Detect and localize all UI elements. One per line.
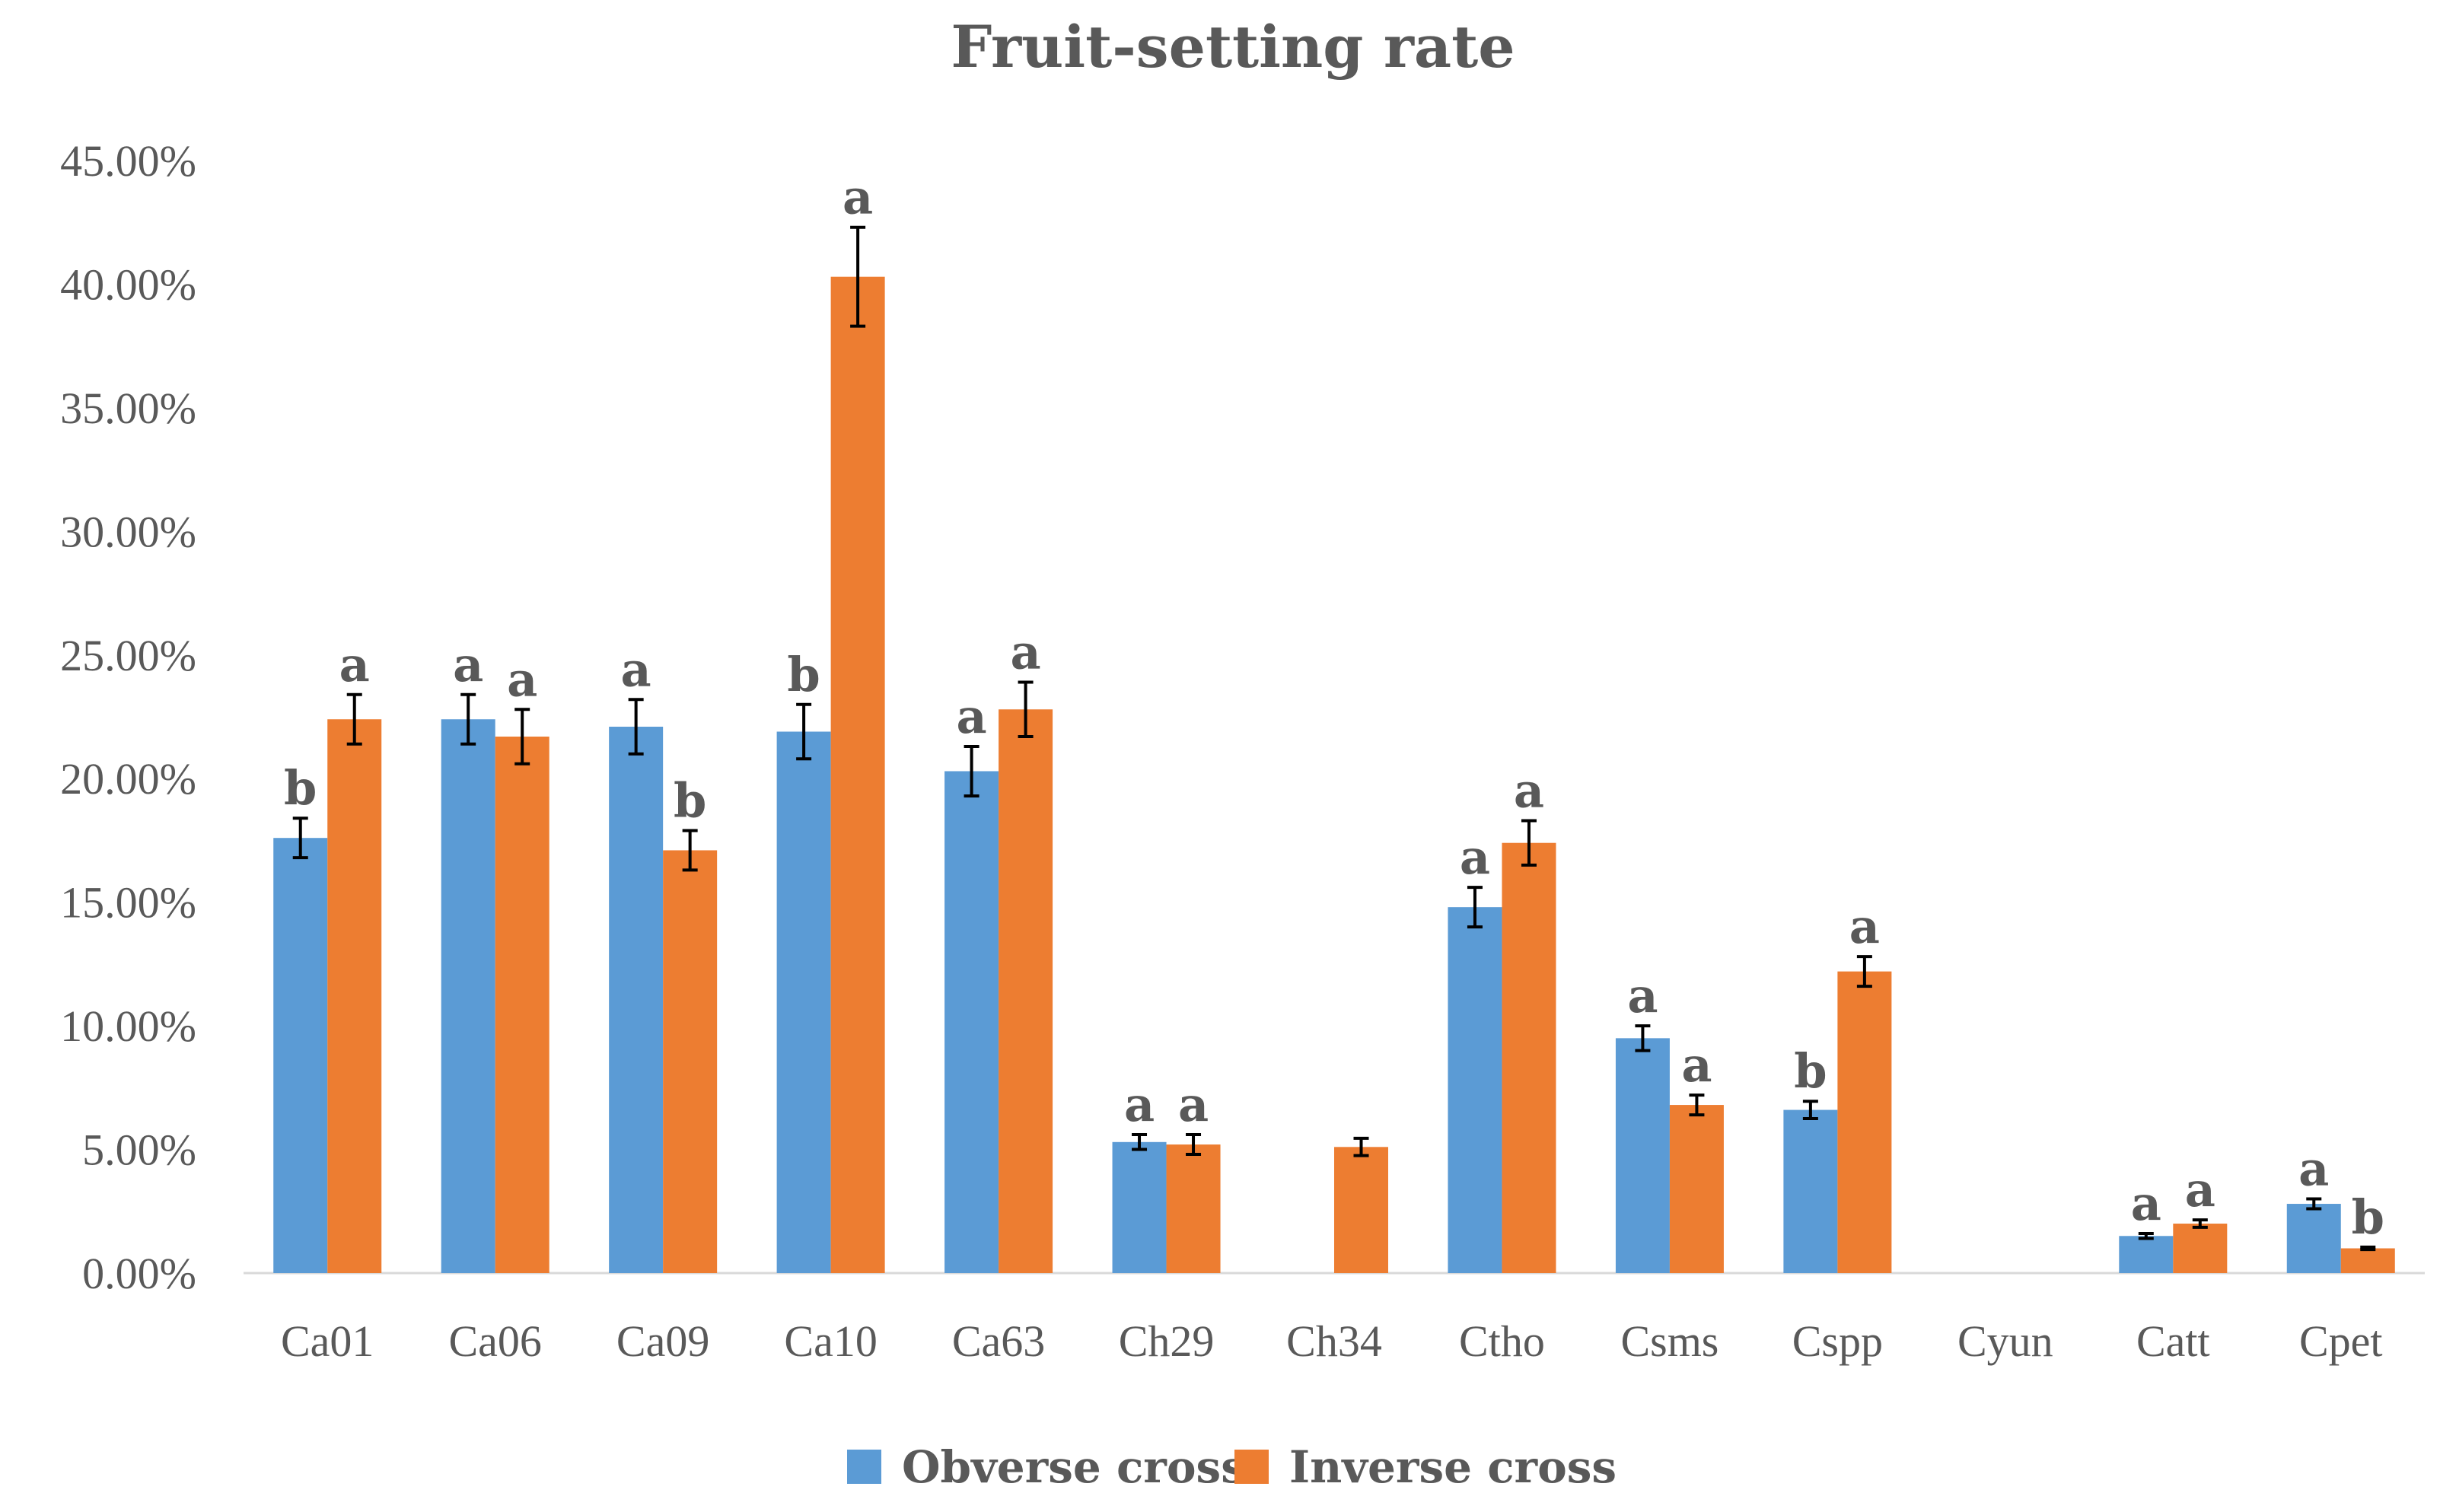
y-tick-label: 40.00% [60, 259, 196, 309]
y-tick-label: 20.00% [60, 754, 196, 804]
x-tick-label: Ca10 [784, 1316, 877, 1366]
chart-title: Fruit-setting rate [951, 13, 1515, 81]
y-tick-label: 45.00% [60, 136, 196, 186]
x-tick-label: Cyun [1957, 1316, 2053, 1366]
significance-label: a [507, 651, 537, 707]
bar-inverse-Catt [2173, 1224, 2228, 1273]
significance-label: a [1849, 899, 1880, 954]
bar-inverse-Cspp [1837, 971, 1892, 1273]
y-tick-label: 0.00% [82, 1249, 196, 1298]
significance-label: a [1010, 625, 1040, 680]
bar-obverse-Cpet [2286, 1204, 2341, 1273]
significance-label: a [1178, 1077, 1209, 1132]
bar-inverse-Ch29 [1166, 1144, 1221, 1273]
significance-label: a [1460, 829, 1490, 885]
y-tick-label: 35.00% [60, 384, 196, 433]
bar-obverse-Csms [1615, 1038, 1670, 1273]
bar-obverse-Catt [2119, 1236, 2174, 1273]
bar-inverse-Ctho [1502, 842, 1556, 1273]
significance-label: a [2185, 1162, 2215, 1218]
bar-inverse-Ca63 [999, 709, 1053, 1273]
bar-inverse-Csms [1669, 1105, 1724, 1273]
bar-inverse-Ca01 [327, 719, 382, 1273]
significance-label: b [787, 647, 820, 702]
bar-obverse-Ca63 [944, 771, 999, 1273]
x-tick-label: Ctho [1459, 1316, 1545, 1366]
bar-obverse-Ca06 [441, 719, 495, 1273]
y-tick-label: 5.00% [82, 1125, 196, 1175]
y-tick-label: 10.00% [60, 1001, 196, 1051]
bar-obverse-Ctho [1448, 907, 1502, 1273]
significance-label: b [1794, 1043, 1827, 1099]
legend-swatch-inverse [1234, 1450, 1269, 1484]
x-tick-label: Ch29 [1119, 1316, 1215, 1366]
significance-label: a [2131, 1176, 2161, 1231]
x-tick-label: Cpet [2299, 1316, 2383, 1366]
significance-label: a [1627, 968, 1658, 1023]
y-axis: 0.00% 5.00% 10.00% 15.00% 20.00% 25.00% 30.00%… [60, 136, 196, 1298]
bar-obverse-Ca01 [273, 838, 328, 1273]
x-tick-label: Ca09 [616, 1316, 709, 1366]
y-tick-label: 30.00% [60, 507, 196, 556]
x-tick-label: Csms [1620, 1316, 1719, 1366]
legend-label-obverse: Obverse cross [902, 1441, 1246, 1493]
legend: Obverse cross Inverse cross [847, 1441, 1617, 1493]
significance-label: a [1124, 1077, 1155, 1132]
x-tick-label: Catt [2136, 1316, 2210, 1366]
significance-label: a [2298, 1141, 2329, 1197]
bar-inverse-Ca10 [830, 276, 885, 1274]
significance-label: b [2352, 1189, 2384, 1245]
x-tick-label: Ca06 [448, 1316, 541, 1366]
significance-label: a [453, 637, 483, 692]
x-tick-label: Ca01 [281, 1316, 374, 1366]
x-tick-label: Ca63 [952, 1316, 1045, 1366]
significance-label: a [621, 641, 651, 697]
legend-label-inverse: Inverse cross [1289, 1441, 1617, 1493]
significance-label: b [284, 760, 317, 816]
legend-swatch-obverse [847, 1450, 881, 1484]
bar-inverse-Cpet [2340, 1248, 2395, 1273]
bar-inverse-Ca06 [495, 736, 549, 1273]
bar-obverse-Ca09 [609, 726, 664, 1273]
bar-obverse-Cspp [1783, 1109, 1838, 1273]
bar-obverse-Ch29 [1112, 1141, 1167, 1273]
significance-label: a [843, 170, 873, 225]
bar-obverse-Ca10 [776, 731, 831, 1273]
significance-label: a [1514, 762, 1544, 818]
significance-label: a [1681, 1037, 1712, 1093]
x-axis: Ca01 Ca06 Ca09 Ca10 Ca63 Ch29 Ch34 Ctho Csms Cspp… [281, 1316, 2383, 1366]
y-tick-label: 25.00% [60, 631, 196, 680]
x-tick-label: Ch34 [1286, 1316, 1382, 1366]
x-tick-label: Cspp [1792, 1316, 1883, 1366]
significance-label: a [956, 689, 986, 744]
significance-label: a [339, 637, 370, 692]
bar-inverse-Ca09 [663, 850, 718, 1273]
y-tick-label: 15.00% [60, 878, 196, 928]
bar-inverse-Ch34 [1334, 1147, 1388, 1273]
significance-label: b [674, 772, 706, 828]
